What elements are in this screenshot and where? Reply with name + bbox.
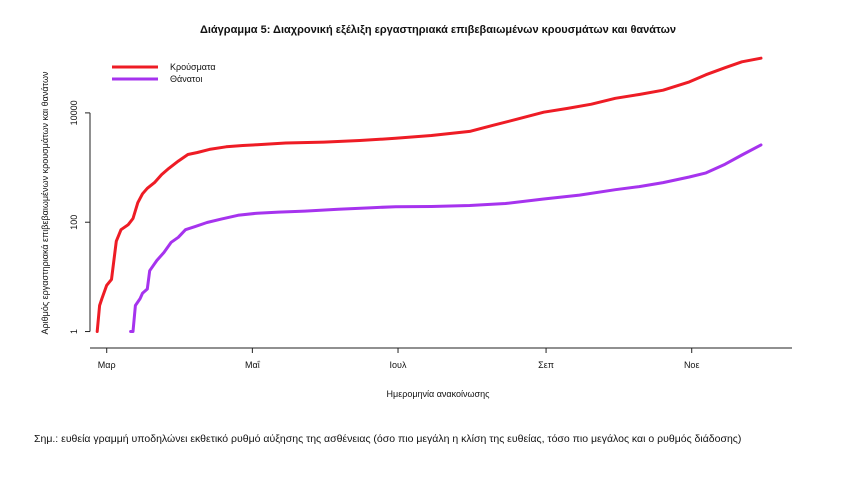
legend-label: Κρούσματα (170, 62, 216, 72)
axes: 1 100 10000 Μαρ Μαΐ Ιουλ Σεπ Νοε (69, 100, 792, 370)
y-tick-label: 1 (69, 329, 79, 334)
chart-title: Διάγραμμα 5: Διαχρονική εξέλιξη εργαστηρ… (200, 24, 676, 36)
y-tick-label: 10000 (69, 100, 79, 125)
cases-deaths-chart: Διάγραμμα 5: Διαχρονική εξέλιξη εργαστηρ… (40, 24, 792, 399)
legend: Κρούσματα Θάνατοι (112, 62, 216, 84)
legend-label: Θάνατοι (170, 74, 202, 84)
footnote: Σημ.: ευθεία γραμμή υποδηλώνει εκθετικό … (34, 433, 742, 445)
series-line-deaths (129, 143, 763, 333)
y-axis-label: Αριθμός εργαστηριακά επιβεβαιωμένων κρου… (40, 71, 50, 334)
x-tick-label: Σεπ (538, 360, 554, 370)
x-axis-label: Ημερομηνία ανακοίνωσης (387, 389, 491, 399)
x-tick-label: Ιουλ (390, 360, 407, 370)
x-tick-label: Νοε (684, 360, 700, 370)
series-layer (95, 56, 763, 333)
y-tick-label: 100 (69, 215, 79, 230)
series-line-cases (95, 56, 763, 333)
x-tick-label: Μαΐ (245, 360, 261, 370)
x-tick-label: Μαρ (98, 360, 116, 370)
